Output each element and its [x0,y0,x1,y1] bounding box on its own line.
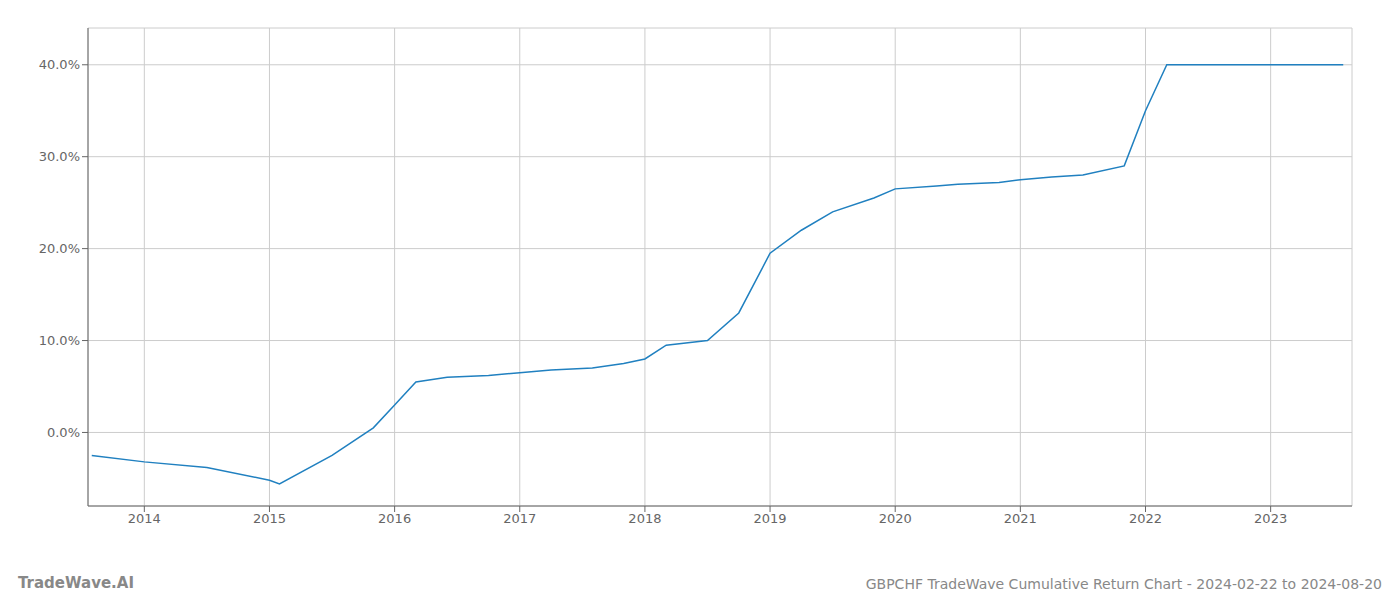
svg-text:0.0%: 0.0% [47,425,80,440]
svg-text:2020: 2020 [879,511,912,526]
svg-text:40.0%: 40.0% [39,57,80,72]
html-text:TradeWave.AI: TradeWave.AI [18,574,134,592]
svg-text:2022: 2022 [1129,511,1162,526]
svg-text:2016: 2016 [378,511,411,526]
svg-text:2015: 2015 [253,511,286,526]
svg-text:2019: 2019 [754,511,787,526]
svg-text:10.0%: 10.0% [39,333,80,348]
svg-text:2023: 2023 [1254,511,1287,526]
svg-text:2017: 2017 [503,511,536,526]
svg-text:2018: 2018 [628,511,661,526]
svg-text:2021: 2021 [1004,511,1037,526]
svg-text:2014: 2014 [128,511,161,526]
html-text:GBPCHF TradeWave Cumulative Re: GBPCHF TradeWave Cumulative Return Chart… [865,576,1382,592]
svg-text:30.0%: 30.0% [39,149,80,164]
svg-text:20.0%: 20.0% [39,241,80,256]
